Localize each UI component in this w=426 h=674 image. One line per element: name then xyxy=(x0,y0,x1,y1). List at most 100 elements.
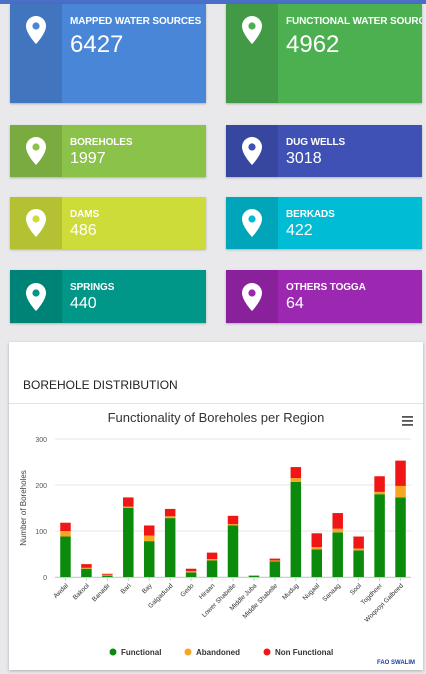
bar-functional[interactable] xyxy=(269,561,281,577)
bar-functional[interactable] xyxy=(143,541,155,577)
card-title: BOREHOLE DISTRIBUTION xyxy=(23,378,178,392)
tile-label: DAMS xyxy=(70,209,100,220)
tile-boreholes[interactable]: BOREHOLES 1997 xyxy=(10,125,206,177)
tile-functional-water-sources[interactable]: FUNCTIONAL WATER SOURCES 4962 xyxy=(226,4,422,103)
bar-non-functional[interactable] xyxy=(332,513,343,529)
bar-non-functional[interactable] xyxy=(60,522,71,531)
bar-abandoned[interactable] xyxy=(185,571,197,573)
borehole-chart: Functionality of Boreholes per Region Nu… xyxy=(19,410,415,666)
x-tick-label: Awdal xyxy=(52,582,70,600)
chart-credit[interactable]: FAO SWALIM xyxy=(377,660,415,666)
x-tick-label: Bay xyxy=(141,582,154,595)
bar-functional[interactable] xyxy=(395,497,406,577)
bar-functional[interactable] xyxy=(123,508,134,577)
card-divider xyxy=(9,403,423,404)
bar-abandoned[interactable] xyxy=(81,567,92,569)
legend-marker xyxy=(109,648,117,656)
bar-functional[interactable] xyxy=(60,536,71,577)
chart-title: Functionality of Boreholes per Region xyxy=(108,410,325,425)
tile-value: 1997 xyxy=(70,150,106,167)
bar-functional[interactable] xyxy=(102,575,113,577)
bar-abandoned[interactable] xyxy=(395,485,406,498)
bar-abandoned[interactable] xyxy=(374,491,385,495)
bar-functional[interactable] xyxy=(248,575,260,577)
tile-icon-box xyxy=(226,125,278,177)
bar-non-functional[interactable] xyxy=(81,564,92,568)
bar-non-functional[interactable] xyxy=(353,536,364,549)
hamburger-menu-icon[interactable] xyxy=(402,416,413,426)
legend-item-abandoned[interactable]: Abandoned xyxy=(184,648,241,657)
tile-label: MAPPED WATER SOURCES xyxy=(70,16,202,27)
bar-non-functional[interactable] xyxy=(143,525,155,536)
tile-value: 3018 xyxy=(286,150,322,167)
tile-berkads[interactable]: BERKADS 422 xyxy=(226,197,422,249)
bar-functional[interactable] xyxy=(81,568,92,577)
bar-abandoned[interactable] xyxy=(290,478,302,482)
bar-abandoned[interactable] xyxy=(206,559,218,561)
tile-label: FUNCTIONAL WATER SOURCES xyxy=(286,16,422,27)
bar-non-functional[interactable] xyxy=(311,533,323,548)
bar-functional[interactable] xyxy=(374,494,385,577)
y-tick-label: 0 xyxy=(43,575,47,582)
bar-functional[interactable] xyxy=(227,525,239,577)
bar-functional[interactable] xyxy=(311,549,323,577)
legend-marker xyxy=(184,648,192,656)
map-pin-icon xyxy=(242,16,262,44)
bar-non-functional[interactable] xyxy=(227,515,239,525)
tile-value: 6427 xyxy=(70,31,124,58)
tile-label: SPRINGS xyxy=(70,282,115,293)
tile-icon-box xyxy=(226,270,278,323)
map-pin-icon xyxy=(242,137,262,165)
bar-non-functional[interactable] xyxy=(123,497,134,507)
bar-abandoned[interactable] xyxy=(123,506,134,508)
bar-functional[interactable] xyxy=(353,550,364,577)
legend-item-non-functional[interactable]: Non Functional xyxy=(263,648,334,657)
x-tick-label: Bakool xyxy=(72,582,91,601)
bar-non-functional[interactable] xyxy=(185,568,197,572)
tile-dams[interactable]: DAMS 486 xyxy=(10,197,206,249)
tile-dug-wells[interactable]: DUG WELLS 3018 xyxy=(226,125,422,177)
x-tick-label: Woqooyi Galbeed xyxy=(364,582,406,624)
bar-abandoned[interactable] xyxy=(164,516,176,519)
bar-abandoned[interactable] xyxy=(332,528,343,533)
x-tick-label: Hiraan xyxy=(198,582,217,601)
x-tick-label: Mudug xyxy=(281,582,300,601)
bar-functional[interactable] xyxy=(290,481,302,577)
legend-item-functional[interactable]: Functional xyxy=(109,648,162,657)
bar-non-functional[interactable] xyxy=(164,508,176,517)
tile-label: BERKADS xyxy=(286,209,335,220)
tile-icon-box xyxy=(10,4,62,103)
x-tick-label: Bari xyxy=(120,582,133,595)
map-pin-icon xyxy=(26,282,46,311)
y-axis-label: Number of Boreholes xyxy=(19,470,28,546)
bar-functional[interactable] xyxy=(206,560,218,577)
bar-non-functional[interactable] xyxy=(102,573,113,575)
bar-non-functional[interactable] xyxy=(374,476,385,492)
y-tick-label: 200 xyxy=(35,483,47,490)
bar-abandoned[interactable] xyxy=(60,531,71,537)
map-pin-icon xyxy=(26,137,46,165)
tile-icon-box xyxy=(10,125,62,177)
bar-non-functional[interactable] xyxy=(290,467,302,479)
bar-abandoned[interactable] xyxy=(269,560,281,562)
bar-abandoned[interactable] xyxy=(143,535,155,542)
y-tick-label: 300 xyxy=(35,437,47,444)
tile-mapped-water-sources[interactable]: MAPPED WATER SOURCES 6427 xyxy=(10,4,206,103)
tile-others-togga[interactable]: OTHERS TOGGA 64 xyxy=(226,270,422,323)
tile-label: OTHERS TOGGA xyxy=(286,282,366,293)
bar-non-functional[interactable] xyxy=(395,460,406,486)
tile-value: 486 xyxy=(70,222,97,239)
tile-springs[interactable]: SPRINGS 440 xyxy=(10,270,206,323)
bar-functional[interactable] xyxy=(185,572,197,577)
tile-icon-box xyxy=(10,197,62,249)
bar-abandoned[interactable] xyxy=(311,547,323,550)
tile-value: 440 xyxy=(70,295,97,312)
bar-functional[interactable] xyxy=(164,518,176,577)
bar-functional[interactable] xyxy=(332,532,343,577)
bar-non-functional[interactable] xyxy=(206,552,218,560)
legend-label: Abandoned xyxy=(196,648,240,657)
bar-abandoned[interactable] xyxy=(102,574,113,576)
bar-non-functional[interactable] xyxy=(269,558,281,561)
bar-abandoned[interactable] xyxy=(227,524,239,526)
bar-abandoned[interactable] xyxy=(353,548,364,551)
